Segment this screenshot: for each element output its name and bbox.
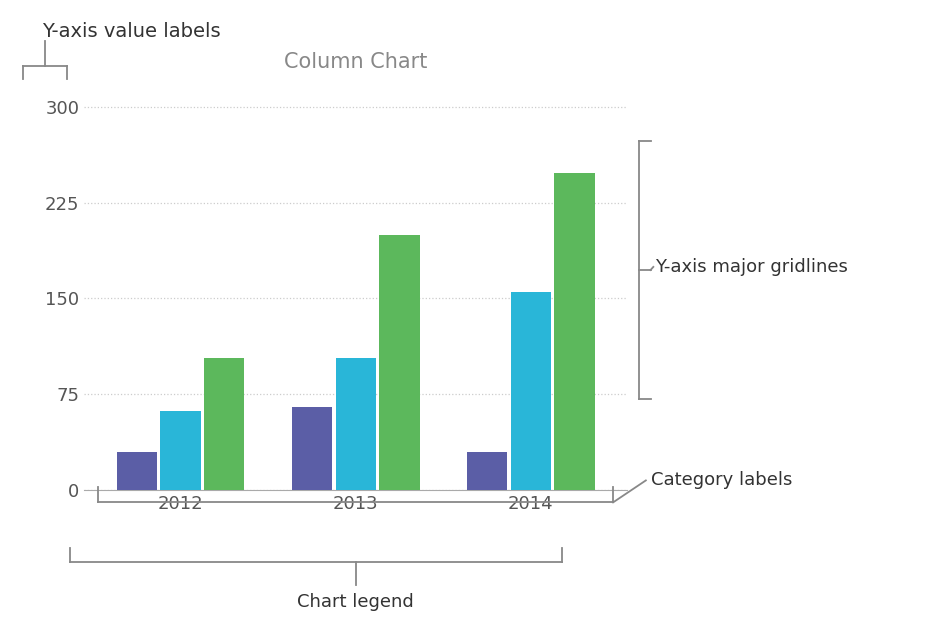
Text: Category labels: Category labels — [651, 472, 792, 489]
Bar — [467, 452, 507, 490]
Bar — [292, 407, 332, 490]
Bar — [335, 359, 376, 490]
Bar — [204, 359, 244, 490]
Bar — [117, 452, 157, 490]
Bar — [511, 292, 551, 490]
Bar — [554, 173, 594, 490]
Title: Column Chart: Column Chart — [284, 51, 428, 72]
Text: Y-axis major gridlines: Y-axis major gridlines — [655, 258, 848, 276]
Text: Chart legend: Chart legend — [298, 593, 414, 612]
Text: Y-axis value labels: Y-axis value labels — [42, 22, 221, 41]
Bar — [160, 411, 200, 490]
Bar — [379, 235, 419, 490]
